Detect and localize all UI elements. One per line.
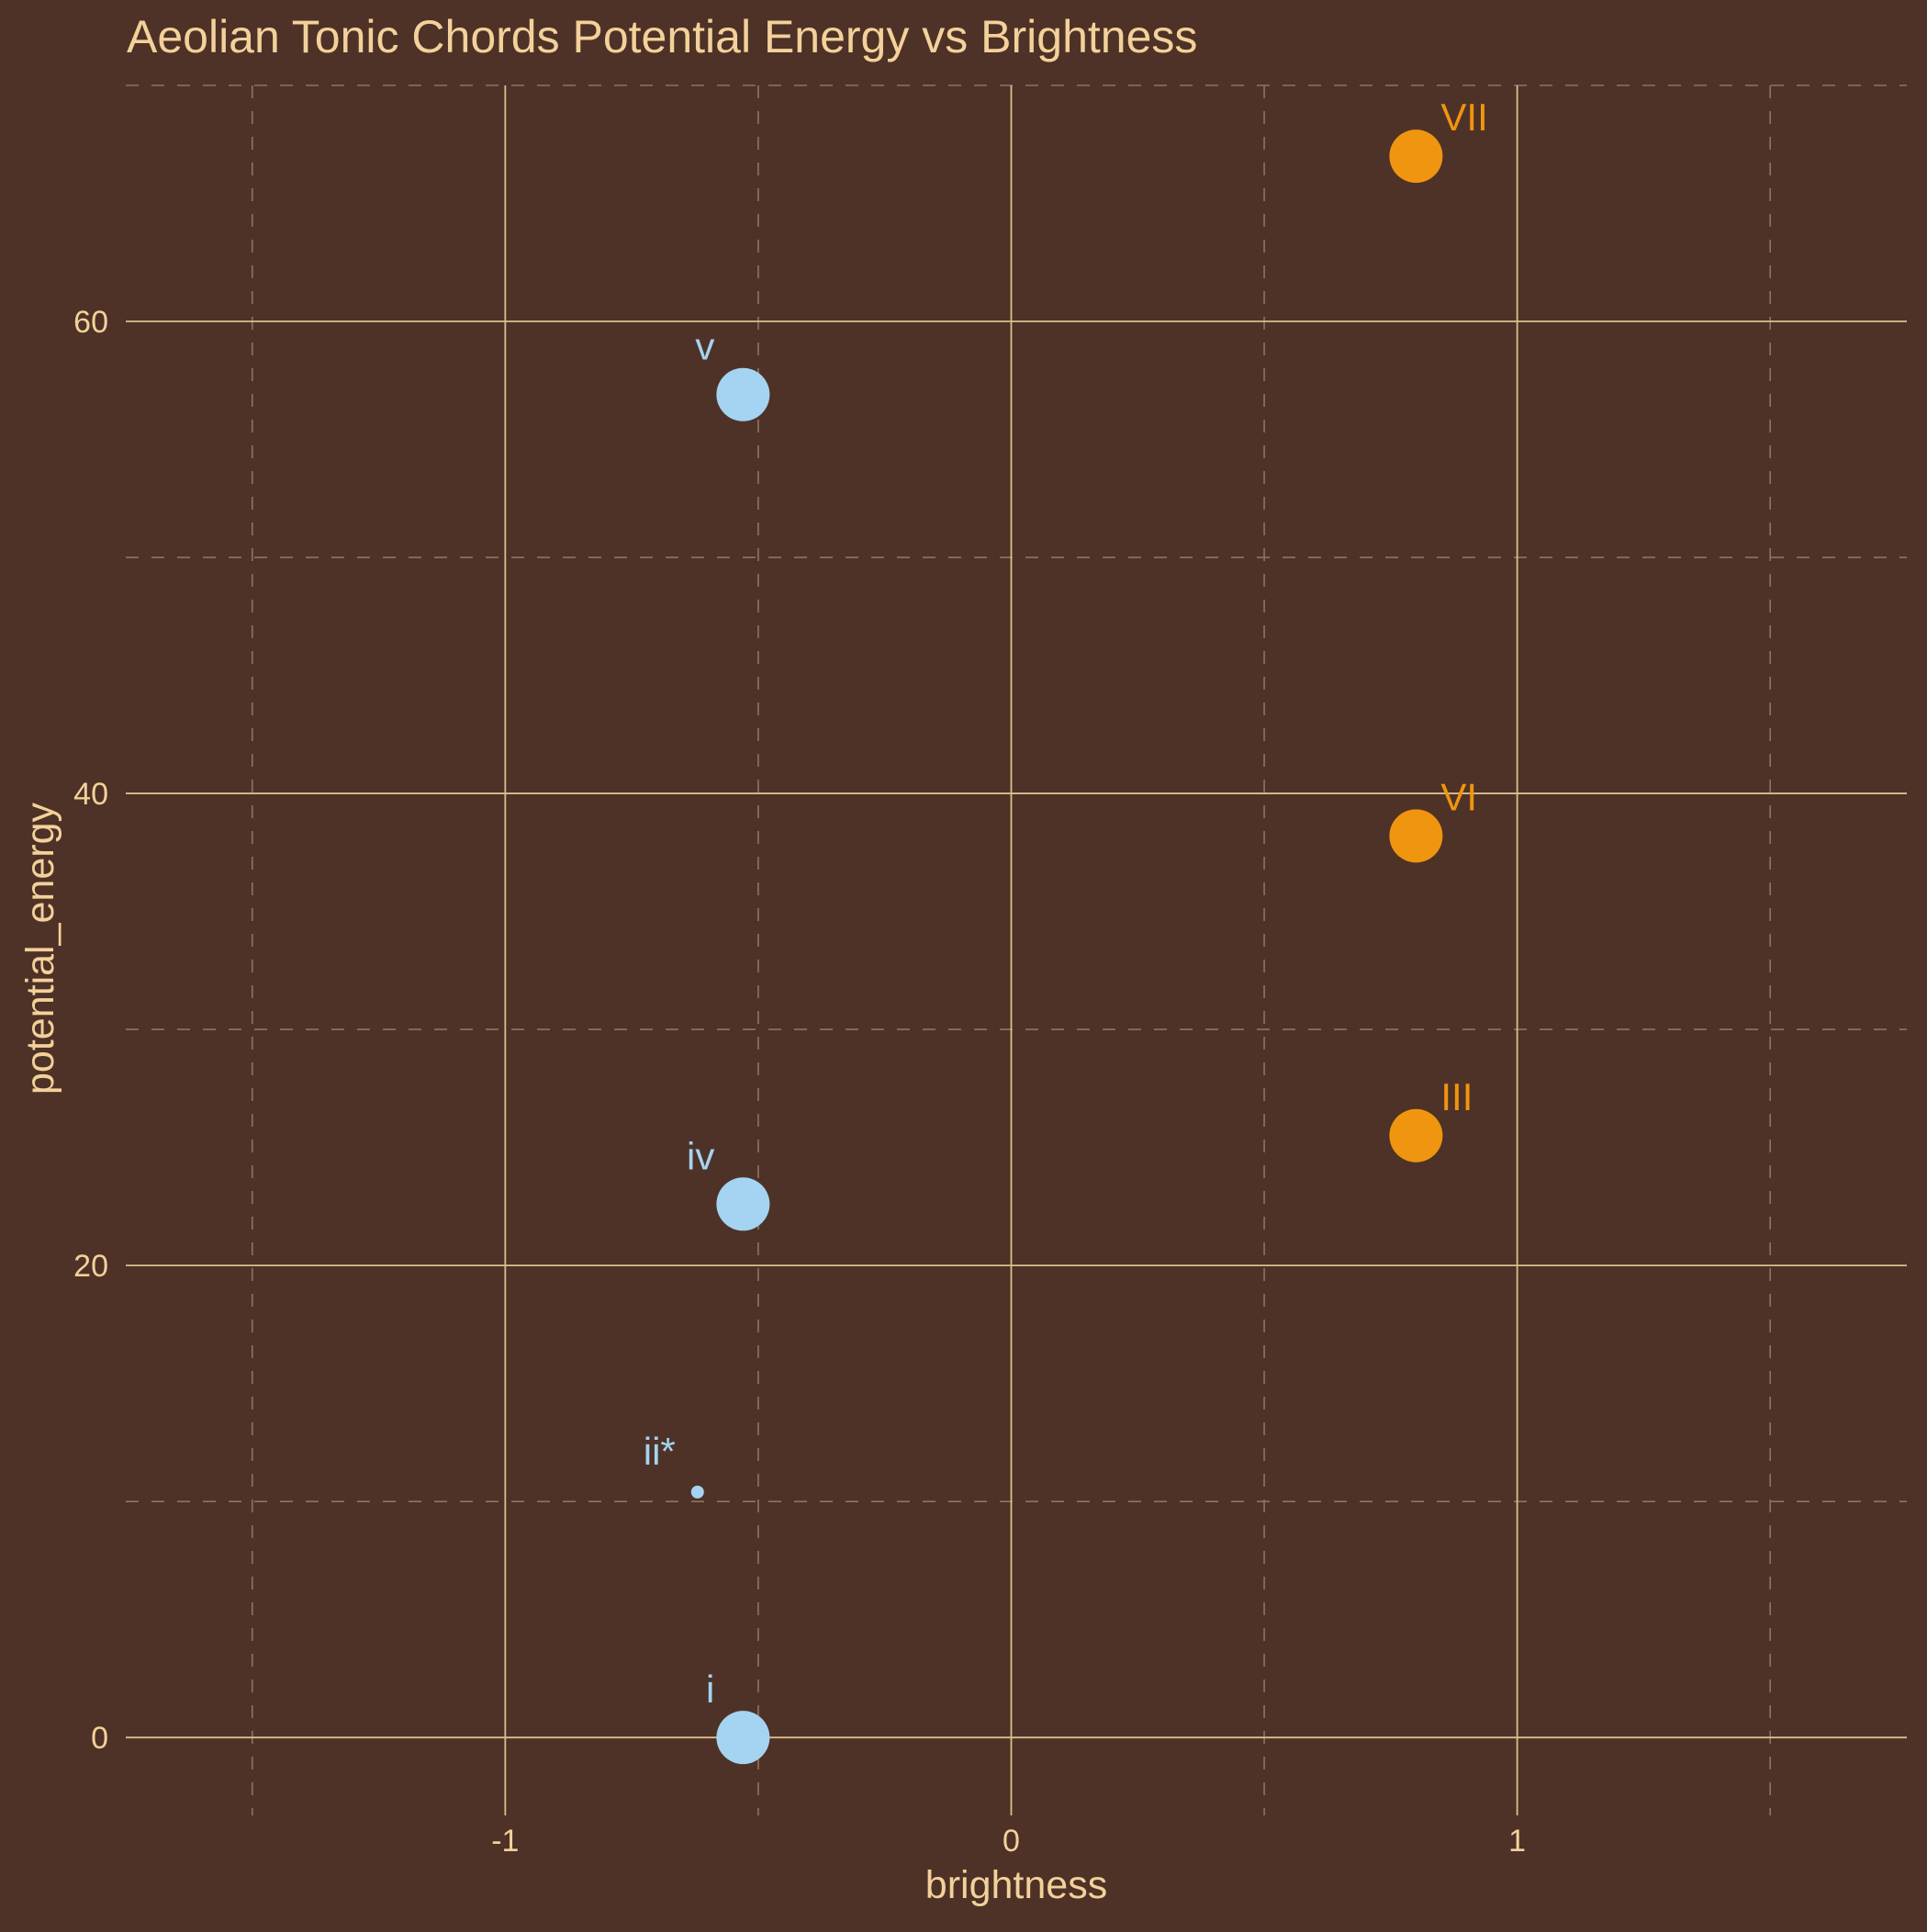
- x-tick-label: -1: [491, 1824, 519, 1859]
- x-axis-tick-labels: -1 0 1: [491, 1824, 1526, 1859]
- data-point: [1389, 1108, 1443, 1163]
- point-label: v: [695, 325, 714, 368]
- major-gridlines: [126, 85, 1907, 1815]
- x-axis-label: brightness: [925, 1863, 1107, 1907]
- point-labels: VII v VI III iv ii* i: [644, 95, 1488, 1711]
- data-point: [716, 1711, 770, 1765]
- point-label: VII: [1440, 95, 1487, 139]
- chart-title: Aeolian Tonic Chords Potential Energy vs…: [127, 11, 1197, 62]
- data-point: [1389, 809, 1443, 863]
- y-axis-tick-labels: 0 20 40 60: [73, 305, 108, 1756]
- x-tick-label: 1: [1508, 1824, 1526, 1859]
- y-tick-label: 0: [91, 1721, 108, 1756]
- data-point: [690, 1485, 704, 1499]
- point-label: i: [706, 1668, 714, 1711]
- point-label: III: [1440, 1075, 1473, 1118]
- y-axis-label: potential_energy: [18, 803, 62, 1095]
- y-tick-label: 40: [73, 777, 108, 812]
- point-label: iv: [687, 1134, 714, 1177]
- data-point: [1389, 129, 1443, 184]
- data-points: [690, 129, 1443, 1765]
- y-tick-label: 20: [73, 1249, 108, 1284]
- data-point: [716, 1177, 770, 1231]
- y-tick-label: 60: [73, 305, 108, 340]
- point-label: VI: [1440, 775, 1477, 818]
- point-label: ii*: [644, 1430, 676, 1473]
- x-tick-label: 0: [1003, 1824, 1020, 1859]
- data-point: [716, 367, 770, 421]
